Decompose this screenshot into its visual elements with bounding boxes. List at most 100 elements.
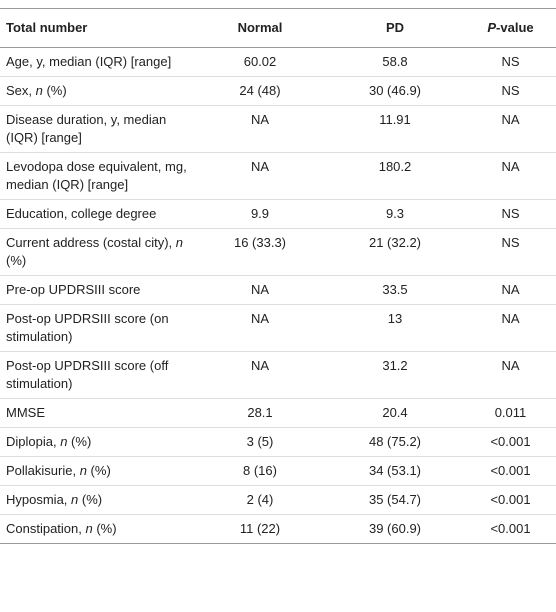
text-segment: (%) <box>6 253 27 268</box>
column-header: Total number <box>0 8 195 48</box>
table-cell: NS <box>465 76 556 106</box>
table-row: Levodopa dose equivalent, mg, median (IQ… <box>0 152 556 200</box>
table-cell: 33.5 <box>325 275 465 305</box>
text-segment: Current address (costal city), <box>6 235 176 250</box>
row-label: Sex, n (%) <box>0 76 195 106</box>
text-segment: Age, y, median (IQR) [range] <box>6 54 172 69</box>
table-cell: NA <box>465 105 556 153</box>
page: Total number Normal PD P-value Age, y, medi… <box>0 8 556 612</box>
text-segment: n <box>85 521 93 536</box>
table-cell: 180.2 <box>325 152 465 200</box>
row-label: Current address (costal city), n (%) <box>0 228 195 276</box>
table-cell: NA <box>195 152 325 200</box>
table-cell: 21 (32.2) <box>325 228 465 276</box>
table-cell: 31.2 <box>325 351 465 399</box>
table-cell: 58.8 <box>325 47 465 77</box>
table-row: Education, college degree 9.9 9.3 NS <box>0 199 556 229</box>
table-cell: 34 (53.1) <box>325 456 465 486</box>
text-segment: n <box>79 463 87 478</box>
table-cell: NA <box>195 351 325 399</box>
table-cell: 0.011 <box>465 398 556 428</box>
row-label: Levodopa dose equivalent, mg, median (IQ… <box>0 152 195 200</box>
text-segment: Total number <box>6 20 88 35</box>
table-row: Constipation, n (%) 11 (22) 39 (60.9) <0.00… <box>0 514 556 544</box>
table-cell: NA <box>465 304 556 352</box>
table-cell: 60.02 <box>195 47 325 77</box>
table-body: Age, y, median (IQR) [range] 60.02 58.8 NS S… <box>0 47 556 544</box>
row-label: Age, y, median (IQR) [range] <box>0 47 195 77</box>
table-cell: 8 (16) <box>195 456 325 486</box>
table-cell: 11 (22) <box>195 514 325 544</box>
table-cell: 3 (5) <box>195 427 325 457</box>
row-label: Disease duration, y, median (IQR) [range… <box>0 105 195 153</box>
text-segment: P <box>487 20 497 35</box>
text-segment: (%) <box>78 492 103 507</box>
row-label: Pollakisurie, n (%) <box>0 456 195 486</box>
table-row: Age, y, median (IQR) [range] 60.02 58.8 NS <box>0 47 556 77</box>
table-cell: NA <box>195 275 325 305</box>
row-label: Post-op UPDRSIII score (off stimulation) <box>0 351 195 399</box>
table-head: Total number Normal PD P-value <box>0 8 556 48</box>
table-cell: 13 <box>325 304 465 352</box>
table-cell: 30 (46.9) <box>325 76 465 106</box>
row-label: Pre-op UPDRSIII score <box>0 275 195 305</box>
column-header: Normal <box>195 8 325 48</box>
data-table: Total number Normal PD P-value Age, y, medi… <box>0 8 556 544</box>
table-cell: <0.001 <box>465 514 556 544</box>
text-segment: Post-op UPDRSIII score (on stimulation) <box>6 311 169 344</box>
table-cell: NS <box>465 199 556 229</box>
text-segment: (%) <box>92 521 117 536</box>
column-header: PD <box>325 8 465 48</box>
table-cell: <0.001 <box>465 485 556 515</box>
text-segment: Constipation, <box>6 521 86 536</box>
table-cell: 2 (4) <box>195 485 325 515</box>
table-cell: 35 (54.7) <box>325 485 465 515</box>
table-cell: 39 (60.9) <box>325 514 465 544</box>
table-row: Pollakisurie, n (%) 8 (16) 34 (53.1) <0.001 <box>0 456 556 486</box>
table-cell: NA <box>195 304 325 352</box>
table-row: MMSE 28.1 20.4 0.011 <box>0 398 556 428</box>
table-cell: 11.91 <box>325 105 465 153</box>
text-segment: Pollakisurie, <box>6 463 80 478</box>
text-segment: Education, college degree <box>6 206 157 221</box>
table-row: Sex, n (%) 24 (48) 30 (46.9) NS <box>0 76 556 106</box>
text-segment: Diplopia, <box>6 434 61 449</box>
table-cell: NS <box>465 228 556 276</box>
text-segment: n <box>71 492 79 507</box>
table-row: Post-op UPDRSIII score (off stimulation)… <box>0 351 556 399</box>
text-segment: (%) <box>86 463 111 478</box>
table-cell: NS <box>465 47 556 77</box>
text-segment: PD <box>385 20 405 35</box>
row-label: Post-op UPDRSIII score (on stimulation) <box>0 304 195 352</box>
table-cell: <0.001 <box>465 427 556 457</box>
table-row: Diplopia, n (%) 3 (5) 48 (75.2) <0.001 <box>0 427 556 457</box>
table-row: Post-op UPDRSIII score (on stimulation) N… <box>0 304 556 352</box>
table-cell: <0.001 <box>465 456 556 486</box>
text-segment: Pre-op UPDRSIII score <box>6 282 141 297</box>
text-segment: Levodopa dose equivalent, mg, median (IQ… <box>6 159 187 192</box>
table-row: Pre-op UPDRSIII score NA 33.5 NA <box>0 275 556 305</box>
text-segment: (%) <box>42 83 67 98</box>
table-cell: 28.1 <box>195 398 325 428</box>
row-label: Education, college degree <box>0 199 195 229</box>
column-header: P-value <box>465 8 556 48</box>
row-label: MMSE <box>0 398 195 428</box>
text-segment: n <box>175 235 184 250</box>
table-cell: 9.9 <box>195 199 325 229</box>
text-segment: MMSE <box>6 405 45 420</box>
text-segment: (%) <box>67 434 92 449</box>
text-segment: -value <box>496 20 534 35</box>
text-segment: Hyposmia, <box>6 492 72 507</box>
text-segment: Disease duration, y, median (IQR) [range… <box>6 112 167 145</box>
table-cell: 20.4 <box>325 398 465 428</box>
text-segment: Sex, <box>6 83 36 98</box>
table-cell: 48 (75.2) <box>325 427 465 457</box>
table-row: Current address (costal city), n (%) 16 (… <box>0 228 556 276</box>
row-label: Diplopia, n (%) <box>0 427 195 457</box>
table-cell: 24 (48) <box>195 76 325 106</box>
table-cell: 16 (33.3) <box>195 228 325 276</box>
table-cell: NA <box>195 105 325 153</box>
table-row: Disease duration, y, median (IQR) [range… <box>0 105 556 153</box>
text-segment: Post-op UPDRSIII score (off stimulation) <box>6 358 169 391</box>
text-segment: n <box>35 83 43 98</box>
